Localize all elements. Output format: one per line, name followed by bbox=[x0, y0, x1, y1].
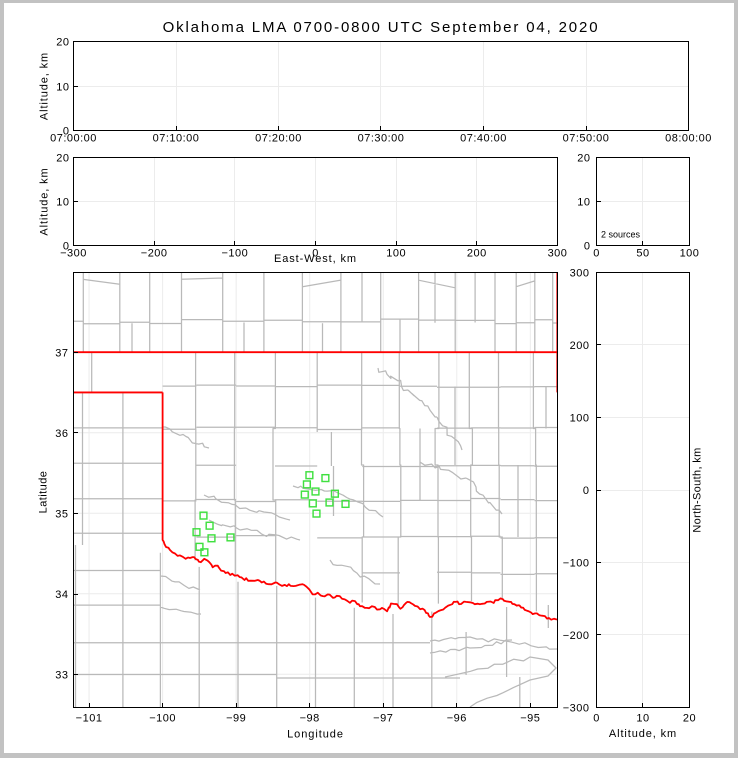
svg-text:Altitude, km: Altitude, km bbox=[39, 52, 51, 120]
svg-text:07:30:00: 07:30:00 bbox=[358, 133, 405, 145]
svg-text:−98: −98 bbox=[300, 713, 320, 725]
svg-text:−95: −95 bbox=[520, 713, 540, 725]
svg-text:34: 34 bbox=[55, 589, 68, 601]
svg-text:07:10:00: 07:10:00 bbox=[153, 133, 200, 145]
svg-text:Longitude: Longitude bbox=[287, 729, 344, 741]
svg-text:33: 33 bbox=[55, 670, 68, 682]
svg-text:Altitude, km: Altitude, km bbox=[39, 167, 51, 235]
svg-text:2 sources: 2 sources bbox=[601, 230, 641, 240]
svg-text:0: 0 bbox=[593, 248, 600, 260]
svg-text:07:40:00: 07:40:00 bbox=[460, 133, 507, 145]
svg-text:0: 0 bbox=[63, 126, 70, 138]
svg-text:−200: −200 bbox=[563, 630, 590, 642]
svg-text:20: 20 bbox=[577, 153, 590, 165]
svg-text:Altitude, km: Altitude, km bbox=[609, 728, 677, 740]
svg-text:−300: −300 bbox=[563, 703, 590, 715]
svg-text:37: 37 bbox=[55, 348, 68, 360]
svg-text:07:50:00: 07:50:00 bbox=[563, 133, 610, 145]
svg-text:300: 300 bbox=[548, 248, 568, 260]
svg-text:35: 35 bbox=[55, 509, 68, 521]
svg-text:200: 200 bbox=[570, 340, 590, 352]
svg-text:300: 300 bbox=[570, 268, 590, 280]
svg-text:−100: −100 bbox=[563, 558, 590, 570]
svg-text:20: 20 bbox=[683, 713, 696, 725]
svg-text:−300: −300 bbox=[60, 248, 87, 260]
svg-text:10: 10 bbox=[56, 82, 69, 94]
svg-text:East-West, km: East-West, km bbox=[274, 253, 357, 265]
svg-text:100: 100 bbox=[386, 248, 406, 260]
svg-text:−97: −97 bbox=[373, 713, 393, 725]
svg-text:−101: −101 bbox=[76, 713, 103, 725]
svg-text:−100: −100 bbox=[221, 248, 248, 260]
svg-text:10: 10 bbox=[577, 197, 590, 209]
svg-text:07:20:00: 07:20:00 bbox=[255, 133, 302, 145]
svg-text:50: 50 bbox=[636, 248, 649, 260]
svg-text:100: 100 bbox=[680, 248, 700, 260]
svg-text:08:00:00: 08:00:00 bbox=[665, 133, 712, 145]
svg-text:200: 200 bbox=[467, 248, 487, 260]
svg-text:Oklahoma LMA 0700-0800 UTC Sep: Oklahoma LMA 0700-0800 UTC September 04,… bbox=[163, 19, 600, 36]
svg-text:0: 0 bbox=[312, 248, 319, 260]
svg-text:07:00:00: 07:00:00 bbox=[50, 133, 97, 145]
svg-text:Latitude: Latitude bbox=[38, 471, 50, 514]
svg-text:0: 0 bbox=[584, 241, 591, 253]
svg-text:−200: −200 bbox=[141, 248, 168, 260]
svg-text:−99: −99 bbox=[226, 713, 246, 725]
svg-text:−100: −100 bbox=[149, 713, 176, 725]
svg-text:20: 20 bbox=[56, 37, 69, 49]
svg-text:36: 36 bbox=[55, 428, 68, 440]
svg-text:10: 10 bbox=[636, 713, 649, 725]
svg-text:−96: −96 bbox=[447, 713, 467, 725]
svg-text:10: 10 bbox=[56, 197, 69, 209]
svg-text:100: 100 bbox=[570, 413, 590, 425]
svg-text:20: 20 bbox=[56, 153, 69, 165]
svg-text:0: 0 bbox=[593, 713, 600, 725]
svg-text:0: 0 bbox=[583, 485, 590, 497]
svg-text:0: 0 bbox=[63, 241, 70, 253]
svg-text:North-South, km: North-South, km bbox=[692, 447, 704, 532]
